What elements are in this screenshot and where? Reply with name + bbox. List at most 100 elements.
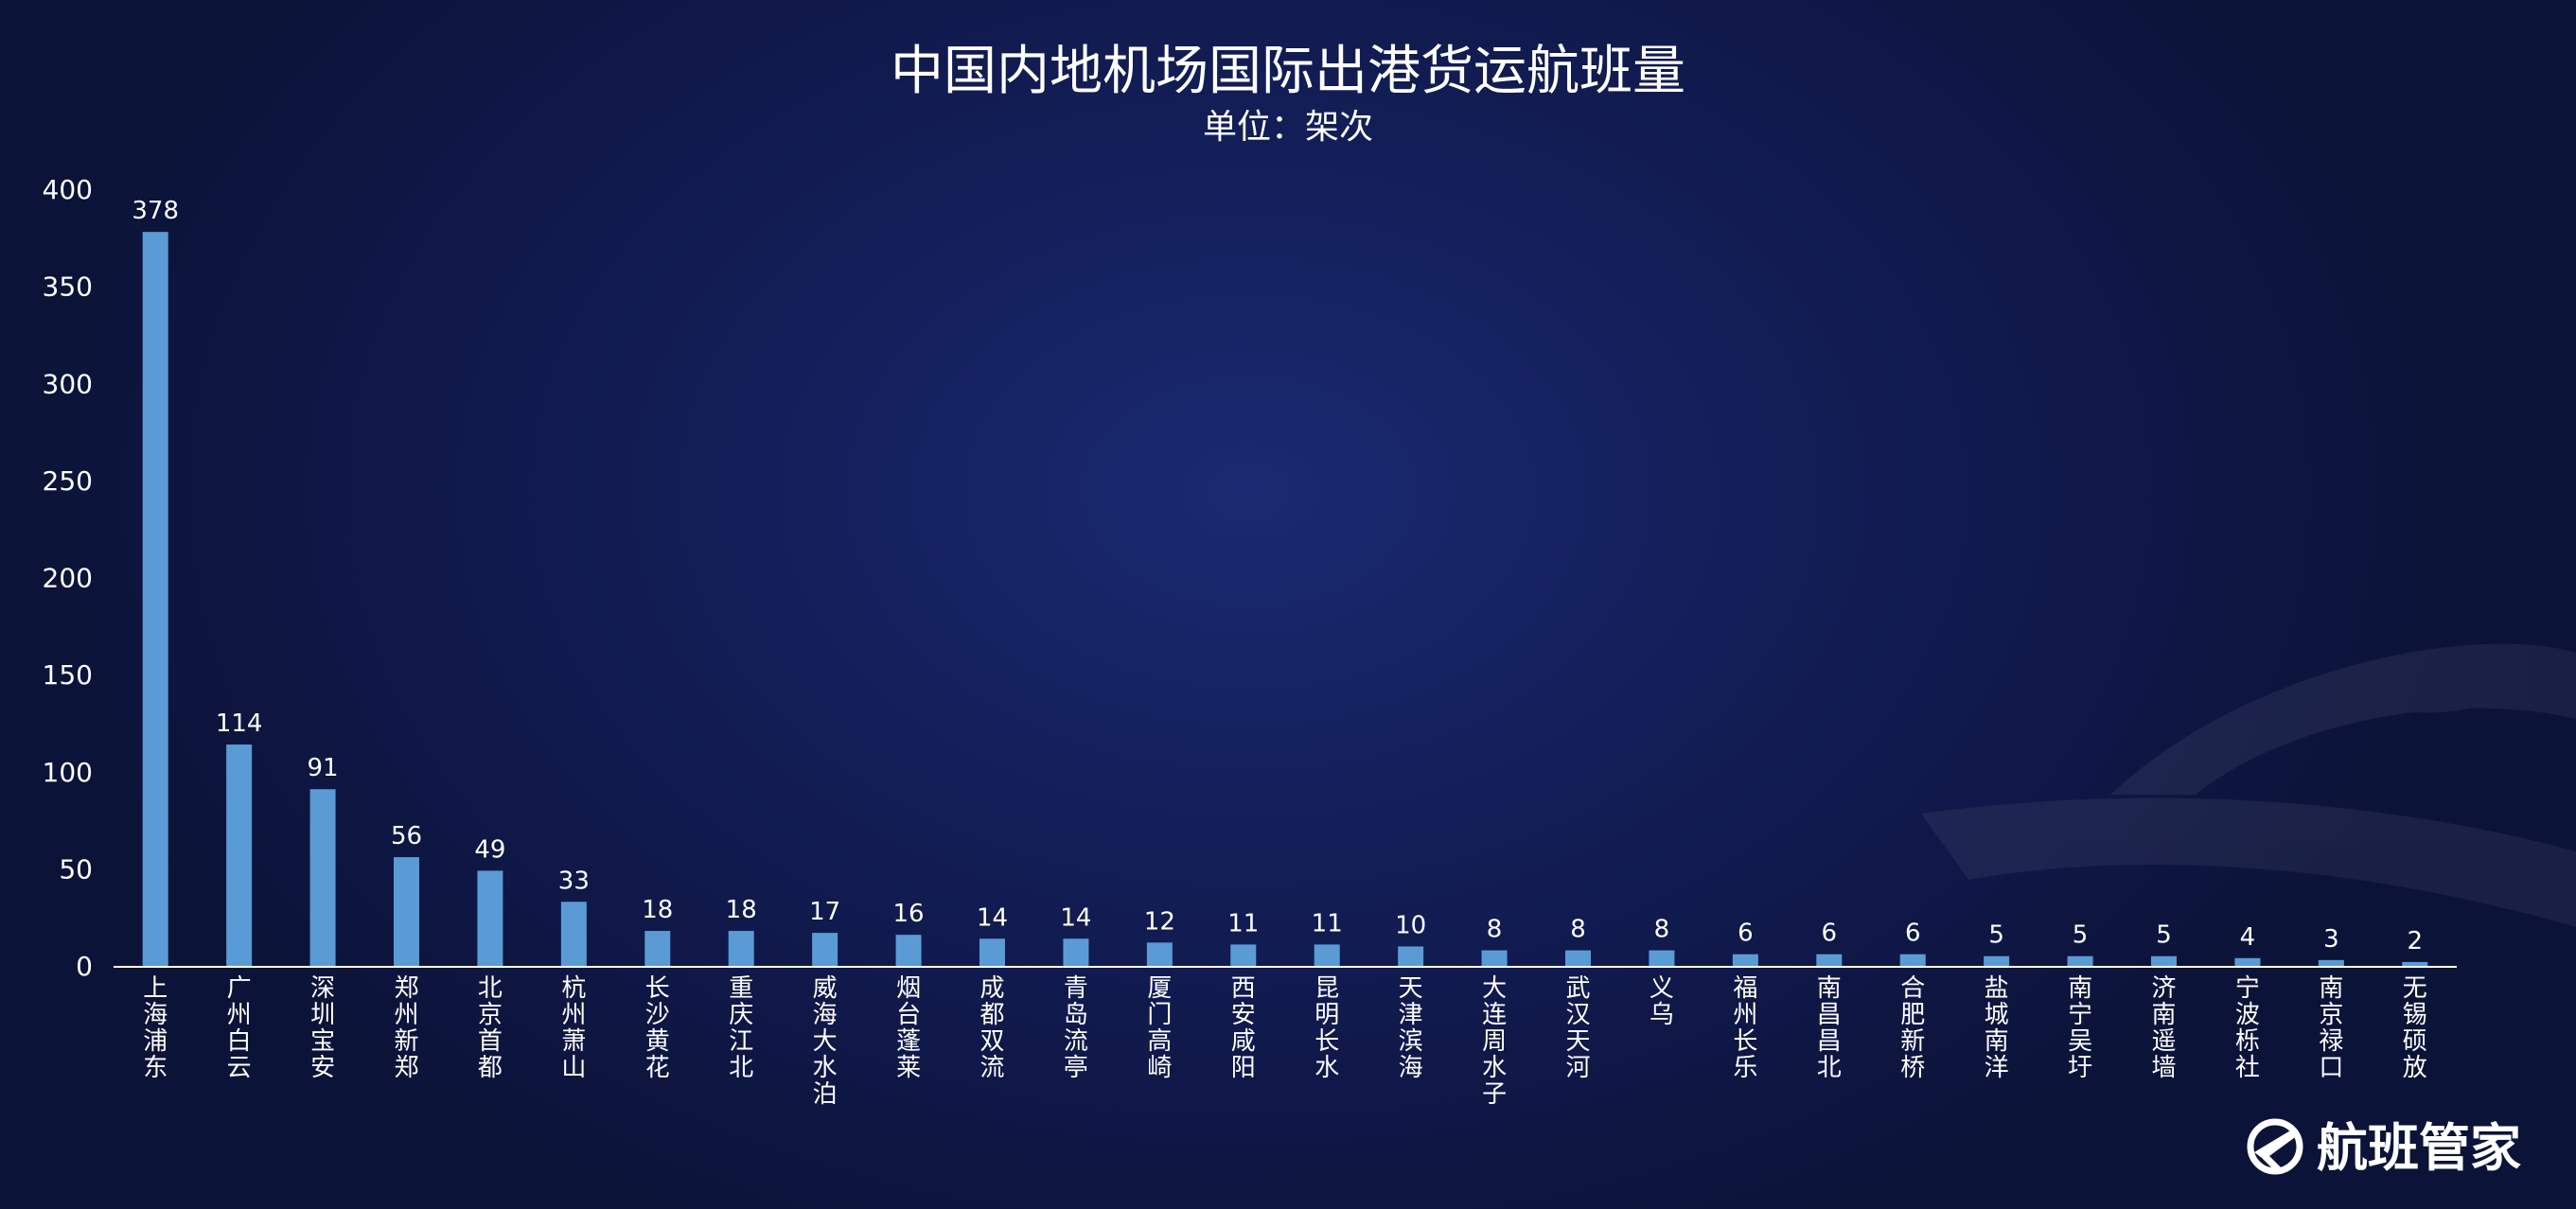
data-label: 3 xyxy=(2323,925,2339,954)
category-label: 武汉天河 xyxy=(1565,974,1590,1082)
data-label: 56 xyxy=(391,822,422,850)
data-label: 6 xyxy=(1905,920,1921,948)
y-tick-label: 300 xyxy=(43,368,93,399)
y-tick-label: 100 xyxy=(43,757,93,788)
y-tick-label: 250 xyxy=(43,465,93,497)
category-label: 合肥新桥 xyxy=(1900,974,1925,1082)
data-label: 11 xyxy=(1312,909,1343,937)
bar xyxy=(1565,950,1591,966)
data-label: 8 xyxy=(1570,916,1586,944)
category-label: 大连周水子 xyxy=(1482,974,1507,1109)
y-tick-label: 200 xyxy=(43,563,93,594)
data-label: 5 xyxy=(2073,921,2089,950)
category-label: 南昌昌北 xyxy=(1817,974,1842,1082)
category-label: 南宁吴圩 xyxy=(2068,974,2092,1082)
data-label: 10 xyxy=(1395,911,1426,939)
brand-logo: 航班管家 xyxy=(2247,1118,2521,1178)
data-label: 11 xyxy=(1227,909,1259,937)
brand-logo-text: 航班管家 xyxy=(2317,1118,2521,1178)
data-label: 378 xyxy=(132,197,179,225)
bar xyxy=(1063,938,1089,966)
category-label: 南京禄口 xyxy=(2319,974,2343,1082)
chart-subtitle: 单位：架次 xyxy=(1203,108,1373,147)
x-axis: 上海浦东 广州白云 深圳宝安 郑州新郑 北京首都 杭州萧山 长沙黄花 重庆江北 威海大水泊 烟台蓬… xyxy=(143,974,2427,1109)
bar xyxy=(2318,959,2344,966)
airplane-logo-icon xyxy=(2247,1118,2303,1175)
bar xyxy=(309,789,336,966)
category-label: 义乌 xyxy=(1650,974,1674,1029)
category-label: 长沙黄花 xyxy=(645,974,670,1082)
category-label: 上海浦东 xyxy=(143,974,168,1082)
category-label: 威海大水泊 xyxy=(813,974,838,1109)
bar xyxy=(1481,950,1508,966)
data-label: 5 xyxy=(2156,921,2172,950)
y-tick-label: 50 xyxy=(59,853,93,885)
data-label: 18 xyxy=(726,896,757,924)
data-label: 2 xyxy=(2408,927,2424,955)
data-label: 17 xyxy=(809,898,840,926)
data-label: 6 xyxy=(1822,920,1838,948)
category-label: 西安咸阳 xyxy=(1231,974,1256,1082)
y-tick-label: 150 xyxy=(43,659,93,691)
bar xyxy=(1816,954,1843,966)
data-label: 6 xyxy=(1738,920,1754,948)
bar xyxy=(1984,955,2010,966)
category-label: 深圳宝安 xyxy=(310,974,335,1082)
y-tick-label: 0 xyxy=(76,951,93,982)
bar xyxy=(895,935,922,966)
bar xyxy=(560,902,587,966)
data-label: 114 xyxy=(216,710,263,738)
data-label: 14 xyxy=(977,903,1008,932)
bar xyxy=(2067,955,2093,966)
bar xyxy=(1146,942,1173,966)
data-label: 16 xyxy=(893,900,925,928)
watermark-swoosh-icon xyxy=(1921,643,2576,927)
bar xyxy=(1649,950,1675,966)
category-label: 成都双流 xyxy=(979,974,1004,1082)
data-label: 49 xyxy=(474,835,505,864)
bar xyxy=(2402,961,2428,966)
category-label: 盐城南洋 xyxy=(1985,974,2009,1082)
data-label: 8 xyxy=(1654,916,1670,944)
bar xyxy=(1230,944,1257,966)
category-label: 郑州新郑 xyxy=(394,974,418,1082)
bar xyxy=(394,857,419,966)
bar xyxy=(226,745,253,966)
bar xyxy=(644,931,671,966)
y-tick-label: 400 xyxy=(43,174,93,205)
category-label: 宁波栎社 xyxy=(2235,974,2260,1082)
category-label: 青岛流亭 xyxy=(1064,974,1088,1082)
data-labels: 378 114 91 56 49 33 18 18 17 16 14 14 12 11 11 10 8 8 8 6 6 6… xyxy=(132,197,2423,955)
data-label: 12 xyxy=(1144,907,1175,936)
category-label: 天津滨海 xyxy=(1399,974,1423,1082)
category-label: 厦门高崎 xyxy=(1147,974,1172,1082)
data-label: 33 xyxy=(558,867,590,895)
category-label: 济南遥墙 xyxy=(2151,974,2176,1082)
chart-title: 中国内地机场国际出港货运航班量 xyxy=(891,41,1685,102)
bar xyxy=(1398,946,1424,966)
bar xyxy=(2151,955,2177,966)
bar xyxy=(1314,944,1340,966)
bar xyxy=(477,870,503,966)
category-label: 北京首都 xyxy=(478,974,503,1082)
bar xyxy=(728,931,754,966)
data-label: 4 xyxy=(2240,923,2256,952)
bar xyxy=(1732,954,1758,966)
data-label: 14 xyxy=(1060,903,1091,932)
y-axis: 0 50 100 150 200 250 300 350 400 xyxy=(43,174,93,982)
category-label: 无锡硕放 xyxy=(2403,974,2427,1082)
data-label: 8 xyxy=(1487,916,1503,944)
y-tick-label: 350 xyxy=(43,272,93,303)
bar-series xyxy=(142,232,2428,966)
data-label: 91 xyxy=(308,754,339,782)
bar xyxy=(2234,957,2261,966)
category-label: 广州白云 xyxy=(227,974,252,1082)
category-label: 福州长乐 xyxy=(1733,974,1757,1082)
bar xyxy=(812,933,838,966)
data-label: 18 xyxy=(642,896,673,924)
category-label: 昆明长水 xyxy=(1314,974,1339,1082)
bar xyxy=(142,232,168,966)
category-label: 重庆江北 xyxy=(729,974,753,1082)
bar xyxy=(1899,954,1926,966)
